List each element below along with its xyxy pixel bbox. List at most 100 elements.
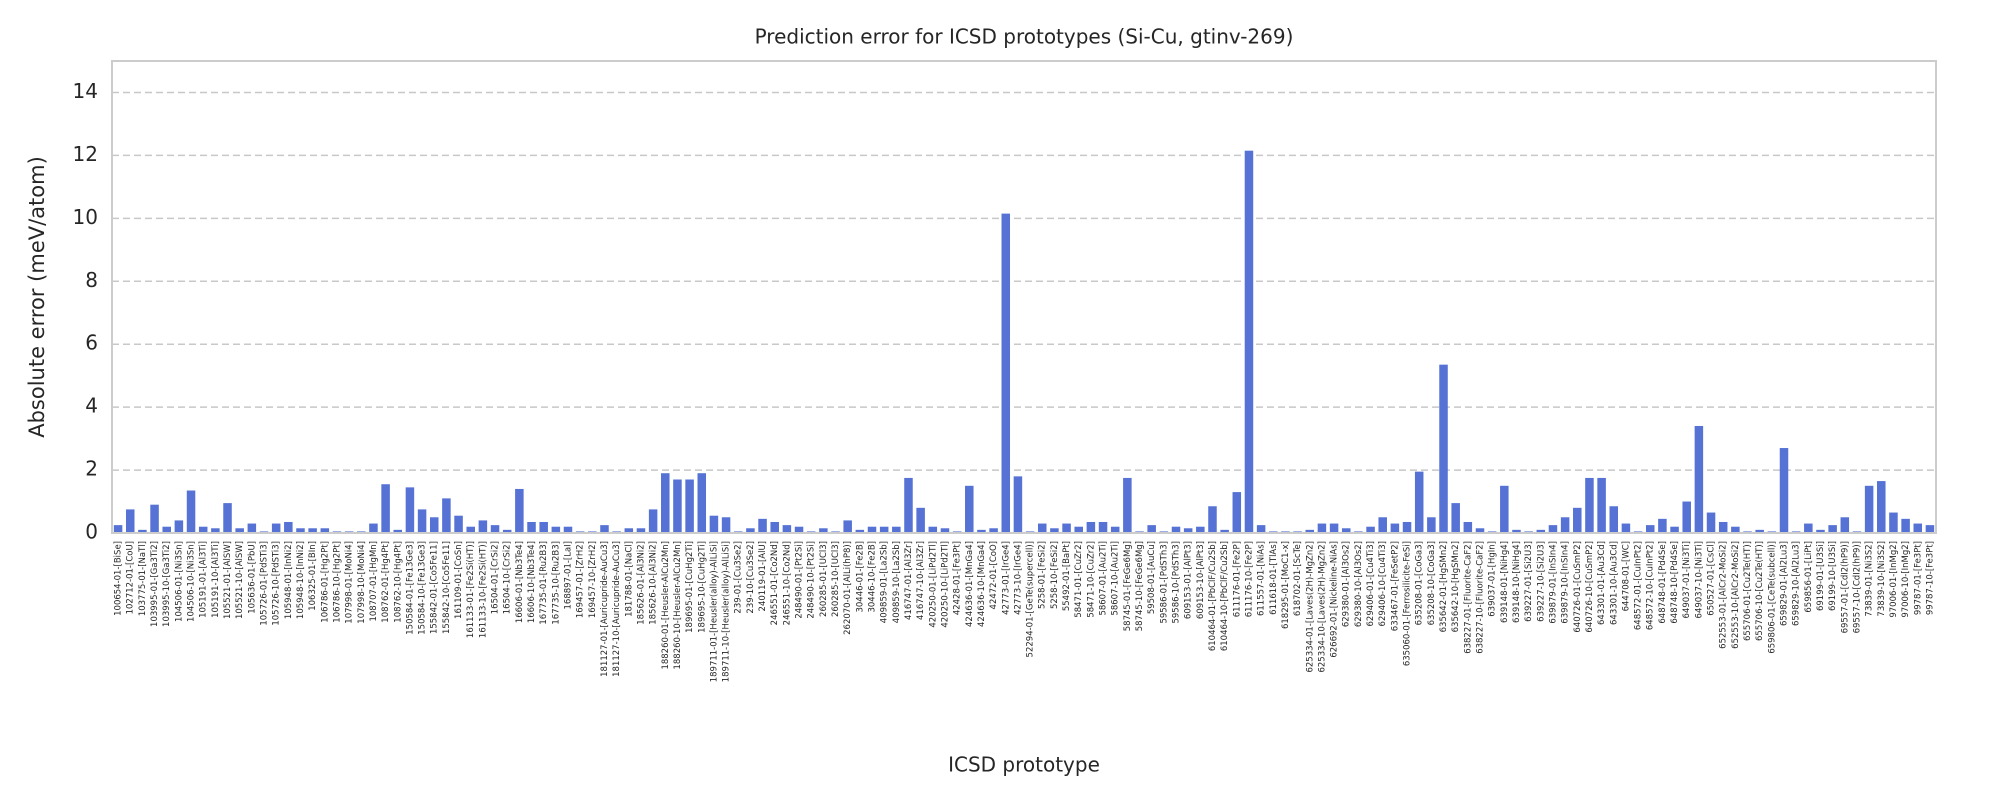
bar	[271, 523, 281, 533]
x-tick-label: 189711-10-[Heusler(alloy)-AlLiSi]	[722, 541, 732, 682]
bar	[515, 488, 524, 533]
bar	[1816, 529, 1825, 533]
x-tick-label: 107998-01-[MoNi4]	[345, 541, 355, 624]
x-tick-label: 649037-10-[Ni3Ti]	[1694, 541, 1704, 618]
x-tick-label: 100654-01-[BiSe]	[114, 541, 124, 616]
x-tick-label: 150584-01-[Fe13Ge3]	[405, 541, 415, 635]
x-tick-label: 161133-10-[Fe2Si(HT)]	[478, 541, 488, 638]
x-tick-label: 409859-01-[La2Sb]	[880, 541, 890, 623]
y-tick-label: 0	[85, 520, 98, 544]
x-tick-label: 629380-01-[Al3Os2]	[1342, 541, 1352, 627]
x-tick-label: 59586-01-[PdSTh3]	[1159, 541, 1169, 624]
x-tick-label: 610464-01-[PbClF/Cu2Sb]	[1208, 541, 1218, 651]
bar	[527, 521, 536, 533]
bar	[1220, 529, 1229, 533]
bar	[113, 525, 123, 533]
x-tick-label: 5258-10-[FeSi2]	[1050, 541, 1060, 609]
bar	[1196, 526, 1205, 533]
x-tick-label: 69199-01-[U3Si]	[1816, 541, 1826, 611]
bar	[381, 484, 390, 533]
bar	[1670, 526, 1679, 533]
bar	[1001, 213, 1011, 533]
bar	[1208, 506, 1217, 533]
bar	[466, 526, 475, 533]
x-tick-label: 639879-01-[InSIn4]	[1548, 541, 1558, 624]
x-tick-label: 30446-01-[Fe2B]	[855, 541, 865, 613]
bar	[989, 528, 998, 533]
bar	[782, 525, 792, 533]
bar	[1147, 525, 1156, 533]
x-tick-label: 638227-10-[Fluorite-CaF2]	[1476, 541, 1486, 654]
x-tick-label: 73839-10-[Ni3S2]	[1877, 541, 1887, 617]
bar	[685, 479, 694, 533]
bar	[1098, 521, 1108, 533]
x-tick-label: 188260-10-[Heusler-AlCu2Mn]	[673, 541, 683, 670]
bar	[758, 518, 767, 533]
x-tick-label: 16504-01-[CrSi2]	[491, 541, 501, 614]
x-tick-label: 248490-10-[Pt2Si]	[807, 541, 817, 619]
x-tick-label: 639227-10-[Si2U3]	[1536, 541, 1546, 622]
bar	[1390, 523, 1400, 533]
bar	[1706, 512, 1716, 533]
bar	[940, 528, 950, 533]
x-tick-label: 155842-01-[Co5Fe11]	[430, 541, 440, 634]
x-tick-label: 167735-01-[Ru2B3]	[539, 541, 549, 625]
y-tick-label: 12	[73, 142, 98, 166]
bar	[478, 520, 488, 533]
x-tick-label: 105521-01-[AlSW]	[223, 541, 233, 619]
bar	[1901, 518, 1910, 533]
x-tick-label: 659806-01-[CeTe(subcell)]	[1767, 541, 1777, 654]
bar	[308, 528, 317, 533]
bar	[539, 521, 548, 533]
bar	[393, 529, 403, 533]
x-tick-label: 659829-01-[Al2Lu3]	[1780, 541, 1790, 626]
bar	[1439, 364, 1448, 533]
bar	[1244, 150, 1254, 533]
x-tick-label: 638227-01-[Fluorite-CaF2]	[1463, 541, 1473, 654]
bar	[721, 517, 731, 533]
bar	[320, 528, 330, 533]
bar	[490, 525, 500, 533]
bar	[1475, 528, 1485, 533]
bar	[1779, 448, 1789, 533]
x-tick-label: 99787-10-[Fe3Pt]	[1925, 541, 1935, 615]
bar	[1560, 517, 1570, 533]
y-tick-label: 6	[85, 331, 98, 355]
bar	[1183, 528, 1193, 533]
bar	[442, 498, 451, 533]
x-tick-label: 58745-10-[FeGe6Mg]	[1135, 541, 1145, 631]
x-tick-label: 185626-10-[Al3Ni2]	[649, 541, 659, 625]
x-tick-label: 639037-01-[HgIn]	[1488, 541, 1498, 617]
x-tick-label: 629406-10-[Cu4Ti3]	[1378, 541, 1388, 626]
x-tick-label: 30446-10-[Fe2B]	[868, 541, 878, 613]
x-tick-label: 648572-10-[CuInPt2]	[1646, 541, 1656, 630]
x-tick-label: 97006-01-[InMg2]	[1889, 541, 1899, 618]
x-tick-label: 150584-10-[Fe13Ge3]	[418, 541, 428, 635]
bar	[405, 487, 415, 533]
bar	[1317, 523, 1327, 533]
x-tick-label: 635060-01-[Ferrosilicite-FeSi]	[1403, 541, 1413, 666]
x-tick-label: 58745-01-[FeGe6Mg]	[1123, 541, 1133, 631]
bar	[138, 529, 147, 533]
bar	[1621, 523, 1631, 533]
bar	[1500, 485, 1509, 533]
y-tick-label: 4	[85, 394, 98, 418]
x-tick-label: 58607-10-[Au2Ti]	[1111, 541, 1121, 616]
bar	[1451, 503, 1460, 533]
x-tick-label: 58471-10-[CuZr2]	[1086, 541, 1096, 618]
bar	[661, 473, 670, 533]
bar	[746, 528, 755, 533]
x-tick-label: 655706-01-[Cu2Te(HT)]	[1743, 541, 1753, 641]
bar	[1037, 523, 1047, 533]
x-tick-label: 618702-01-[ScTe]	[1293, 541, 1303, 616]
bar	[1050, 528, 1059, 533]
bar	[174, 520, 184, 533]
x-tick-label: 103775-01-[NaTl]	[138, 541, 148, 616]
x-tick-label: 108707-01-[HgMn]	[369, 541, 379, 622]
bar	[1597, 477, 1606, 533]
x-tick-label: 611176-10-[Fe2P]	[1244, 541, 1254, 617]
x-tick-label: 424636-01-[MnGa4]	[965, 541, 975, 627]
x-tick-label: 106786-10-[Hg2Pt]	[332, 541, 342, 623]
bar	[1329, 523, 1339, 533]
bar	[1074, 526, 1083, 533]
